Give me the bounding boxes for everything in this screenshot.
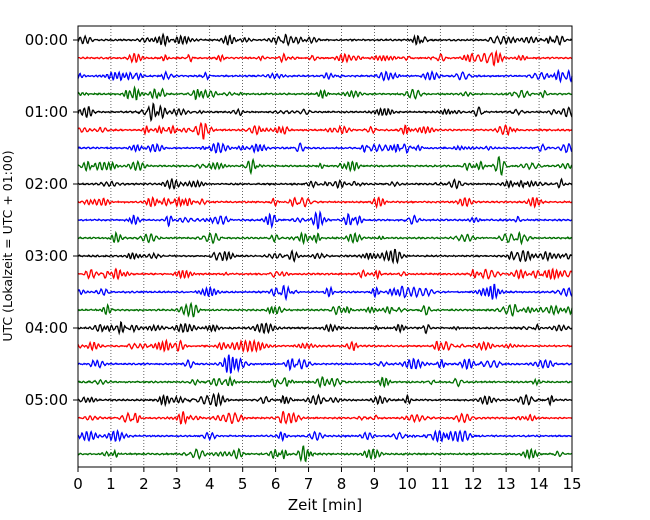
- x-tick-label-10: 10: [398, 475, 417, 493]
- x-tick-label-3: 3: [172, 475, 182, 493]
- trace-02:15: [77, 195, 573, 210]
- trace-00:15: [77, 49, 573, 67]
- y-axis: 00:00 01:00 02:00 03:00 04:00 05:00: [25, 31, 78, 409]
- trace-01:45: [77, 155, 573, 176]
- trace-03:30: [77, 283, 573, 302]
- trace-04:30: [77, 354, 573, 374]
- trace-00:45: [77, 85, 573, 101]
- trace-04:00: [77, 320, 573, 336]
- trace-04:45: [77, 375, 573, 389]
- y-tick-label-00:00: 00:00: [25, 31, 68, 49]
- trace-03:00: [77, 248, 573, 265]
- y-axis-label: UTC (Lokalzeit = UTC + 01:00): [0, 150, 15, 341]
- x-tick-label-13: 13: [497, 475, 516, 493]
- trace-05:15: [77, 410, 573, 425]
- x-axis-label: Zeit [min]: [288, 496, 362, 514]
- y-tick-label-05:00: 05:00: [25, 391, 68, 409]
- trace-02:00: [77, 177, 573, 190]
- y-tick-label-03:00: 03:00: [25, 247, 68, 265]
- trace-01:15: [77, 121, 573, 140]
- trace-05:30: [77, 428, 573, 443]
- trace-01:30: [77, 142, 573, 154]
- x-tick-label-5: 5: [238, 475, 248, 493]
- x-tick-label-8: 8: [337, 475, 347, 493]
- x-tick-label-7: 7: [304, 475, 314, 493]
- trace-00:00: [77, 32, 573, 48]
- x-tick-label-6: 6: [271, 475, 281, 493]
- plot-frame: [77, 25, 573, 468]
- x-tick-label-15: 15: [562, 475, 581, 493]
- trace-05:00: [77, 391, 573, 408]
- trace-03:15: [77, 267, 573, 281]
- y-tick-label-04:00: 04:00: [25, 319, 68, 337]
- x-tick-label-14: 14: [530, 475, 549, 493]
- x-tick-label-9: 9: [370, 475, 380, 493]
- x-tick-label-1: 1: [106, 475, 116, 493]
- trace-05:45: [77, 445, 573, 463]
- trace-03:45: [77, 301, 573, 318]
- seismogram-traces: [77, 32, 573, 463]
- x-tick-label-11: 11: [431, 475, 450, 493]
- trace-00:30: [77, 68, 573, 84]
- trace-01:00: [77, 102, 573, 123]
- x-axis: 0 1 2 3 4 5 6 7 8 9 10 11 12 13 14 15: [73, 467, 582, 493]
- y-tick-label-02:00: 02:00: [25, 175, 68, 193]
- trace-02:30: [77, 210, 573, 230]
- x-tick-label-0: 0: [73, 475, 83, 493]
- x-tick-label-4: 4: [205, 475, 215, 493]
- trace-04:15: [77, 338, 573, 353]
- x-tick-label-2: 2: [139, 475, 149, 493]
- trace-02:45: [77, 230, 573, 246]
- x-tick-label-12: 12: [464, 475, 483, 493]
- y-tick-label-01:00: 01:00: [25, 103, 68, 121]
